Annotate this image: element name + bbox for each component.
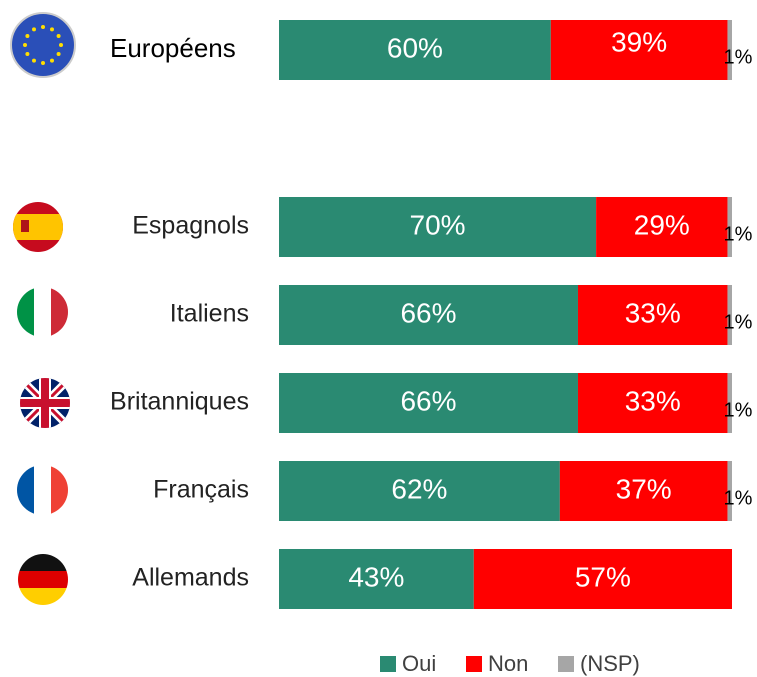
category-label: Allemands (132, 564, 249, 592)
flag-fr (17, 465, 68, 515)
flag-de (18, 554, 68, 605)
value-label: 37% (616, 473, 672, 504)
flag-it (17, 287, 68, 337)
value-label: 33% (625, 297, 681, 328)
legend-swatch (466, 656, 482, 672)
legend-swatch (558, 656, 574, 672)
bar-segment (727, 20, 732, 80)
category-label: Britanniques (110, 388, 249, 416)
value-label: 66% (400, 385, 456, 416)
value-label: 39% (611, 26, 667, 57)
value-label: 43% (348, 561, 404, 592)
bar-segment (727, 373, 732, 433)
value-label: 33% (625, 385, 681, 416)
bar-segment (279, 461, 560, 521)
bar-segment (279, 549, 474, 609)
flag-uk (20, 378, 70, 428)
legend-label: (NSP) (580, 651, 640, 676)
flag-es (13, 202, 63, 252)
legend-label: Non (488, 651, 528, 676)
value-label: 1% (724, 399, 753, 421)
bar-segment (559, 461, 728, 521)
category-label: Espagnols (132, 212, 249, 240)
category-label: Italiens (170, 300, 249, 328)
bar-segment (577, 285, 728, 345)
bar-segment (596, 197, 728, 257)
value-label: 1% (724, 311, 753, 333)
value-label: 62% (391, 473, 447, 504)
bar-segment (727, 197, 732, 257)
bar-segment (279, 20, 551, 80)
category-label: Français (153, 476, 249, 504)
bar-segment (279, 197, 597, 257)
value-label: 57% (575, 561, 631, 592)
value-label: 70% (410, 209, 466, 240)
legend-swatch (380, 656, 396, 672)
value-label: 60% (387, 32, 443, 63)
bar-segment (473, 549, 732, 609)
bar-segment (577, 373, 728, 433)
bar-segment (279, 373, 578, 433)
bar-segment (550, 20, 728, 80)
value-label: 66% (400, 297, 456, 328)
value-label: 1% (724, 487, 753, 509)
value-label: 1% (724, 223, 753, 245)
legend-label: Oui (402, 651, 436, 676)
bar-segment (727, 461, 732, 521)
bar-segment (279, 285, 578, 345)
flag-eu (10, 12, 76, 78)
value-label: 1% (724, 46, 753, 68)
category-label: Européens (110, 33, 236, 63)
value-label: 29% (634, 209, 690, 240)
bar-segment (727, 285, 732, 345)
